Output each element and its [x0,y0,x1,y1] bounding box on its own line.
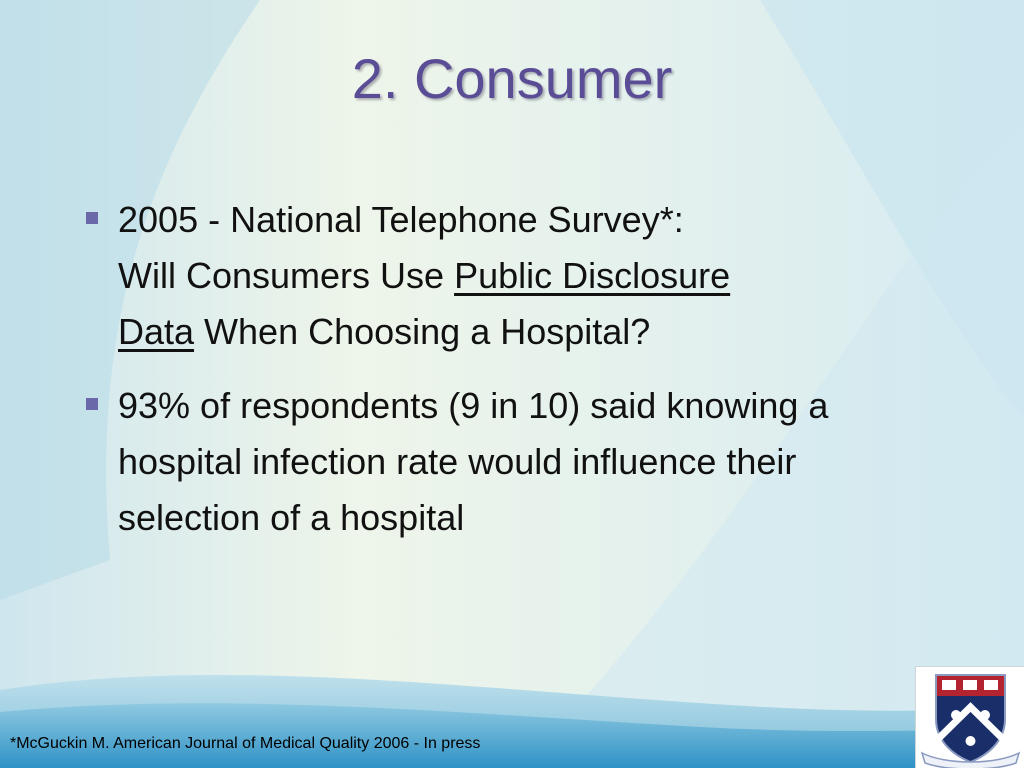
underlined-phrase: Public Disclosure [454,255,731,296]
square-bullet-icon [86,398,98,410]
footnote: *McGuckin M. American Journal of Medical… [10,735,481,752]
bullet-item: 93% of respondents (9 in 10) said knowin… [80,378,940,546]
bullet-list: 2005 - National Telephone Survey*: Will … [80,192,940,564]
bullet-line: 2005 - National Telephone Survey*: [118,199,684,240]
bullet-line: When Choosing a Hospital? [194,311,651,352]
university-shield-logo [915,666,1024,768]
square-bullet-icon [86,212,98,224]
bullet-item: 2005 - National Telephone Survey*: Will … [80,192,940,360]
bullet-text: 2005 - National Telephone Survey*: Will … [118,199,730,352]
shield-icon [920,674,1021,768]
underlined-phrase: Data [118,311,195,352]
slide-title: 2. Consumer [351,47,673,110]
bullet-text: 93% of respondents (9 in 10) said knowin… [118,385,829,538]
bullet-line: Will Consumers Use [118,255,455,296]
